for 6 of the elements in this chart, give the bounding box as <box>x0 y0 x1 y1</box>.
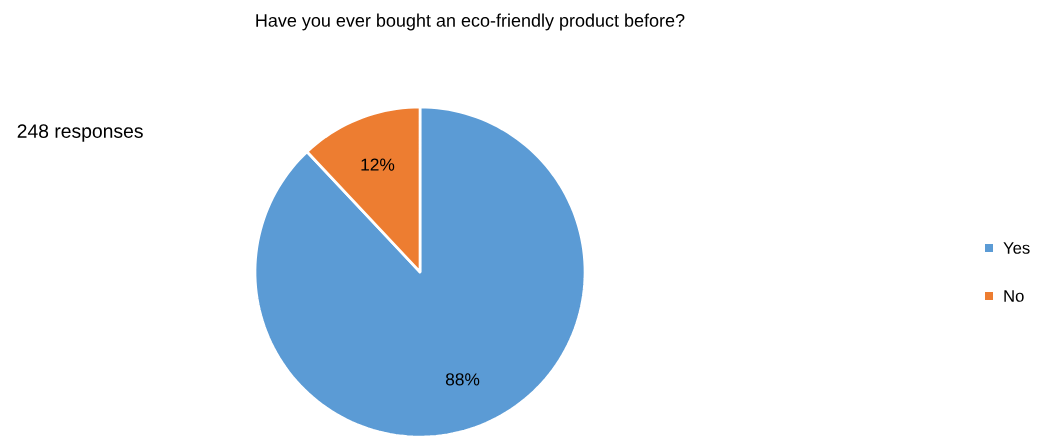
legend-label: No <box>1004 290 1024 302</box>
chart-title: Have you ever bought an eco-friendly product before? <box>256 13 685 31</box>
legend-label: Yes <box>1003 242 1030 254</box>
text: 248 responses <box>17 124 143 142</box>
data-label: 88% <box>445 373 480 386</box>
data-label: 12% <box>361 158 395 171</box>
